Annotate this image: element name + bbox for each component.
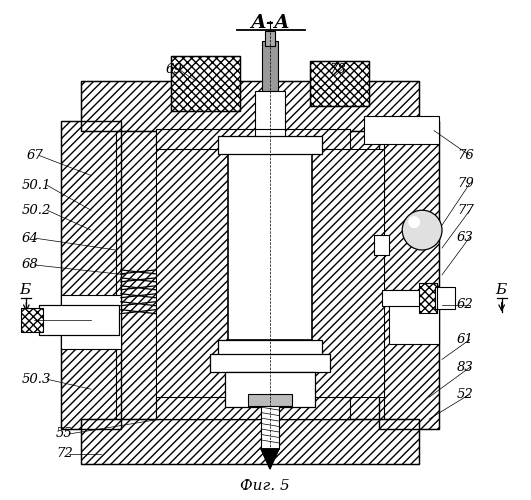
Bar [345,130,384,419]
Bar [218,136,322,154]
Bar [225,372,315,407]
Text: А-А: А-А [250,14,290,32]
Bar [81,419,419,464]
Bar [81,419,419,464]
Bar [261,404,279,449]
Bar [61,294,121,350]
Text: 50.3: 50.3 [21,373,51,386]
Bar [170,56,240,111]
Text: Б: Б [19,283,31,297]
Text: 72: 72 [56,448,73,460]
Text: Б: Б [496,283,507,297]
Text: 62: 62 [457,298,474,311]
Bar [170,56,240,111]
Circle shape [408,216,420,228]
Bar [156,397,349,419]
Bar [81,81,419,130]
Text: 67: 67 [27,149,43,162]
Bar [61,120,121,429]
Bar [156,128,349,148]
Bar [265,31,275,46]
Bar [116,130,156,419]
Bar [210,354,330,372]
Text: 50.1: 50.1 [21,179,51,192]
Text: 64: 64 [21,232,38,244]
Bar [310,148,384,397]
Bar [364,116,439,143]
Bar [156,397,349,419]
Bar [310,61,370,106]
Circle shape [402,210,442,250]
Text: 68: 68 [21,258,38,272]
Bar [156,148,230,397]
Bar [228,140,312,340]
Text: 69: 69 [166,62,182,76]
Bar [61,120,121,429]
Bar [248,394,292,406]
Bar [419,283,437,312]
Polygon shape [261,449,279,469]
Text: 76: 76 [457,149,474,162]
Bar [218,340,322,357]
Bar [21,308,43,332]
Text: 63: 63 [457,230,474,243]
Text: 77: 77 [457,204,474,216]
Bar [389,290,439,344]
Bar [374,235,389,255]
Bar [39,304,119,334]
Bar [81,81,419,130]
Bar [156,128,349,148]
Bar [419,283,437,312]
Bar [310,61,370,106]
Text: 79: 79 [457,177,474,190]
Bar [39,304,119,334]
Text: 83: 83 [457,361,474,374]
Bar [379,120,439,429]
Bar [116,130,156,419]
Bar [382,290,437,306]
Text: 52: 52 [457,388,474,400]
Bar [156,148,230,397]
Text: Фиг. 5: Фиг. 5 [240,478,290,492]
Bar [262,41,278,91]
Bar [435,287,455,308]
Text: 61: 61 [457,333,474,346]
Text: 50.2: 50.2 [21,204,51,216]
Bar [379,120,439,429]
Bar [345,130,384,419]
Bar [310,148,384,397]
Text: 55: 55 [56,428,73,440]
Text: 66: 66 [21,313,38,326]
Bar [21,308,43,332]
Text: 78: 78 [330,62,346,76]
Bar [255,91,285,359]
